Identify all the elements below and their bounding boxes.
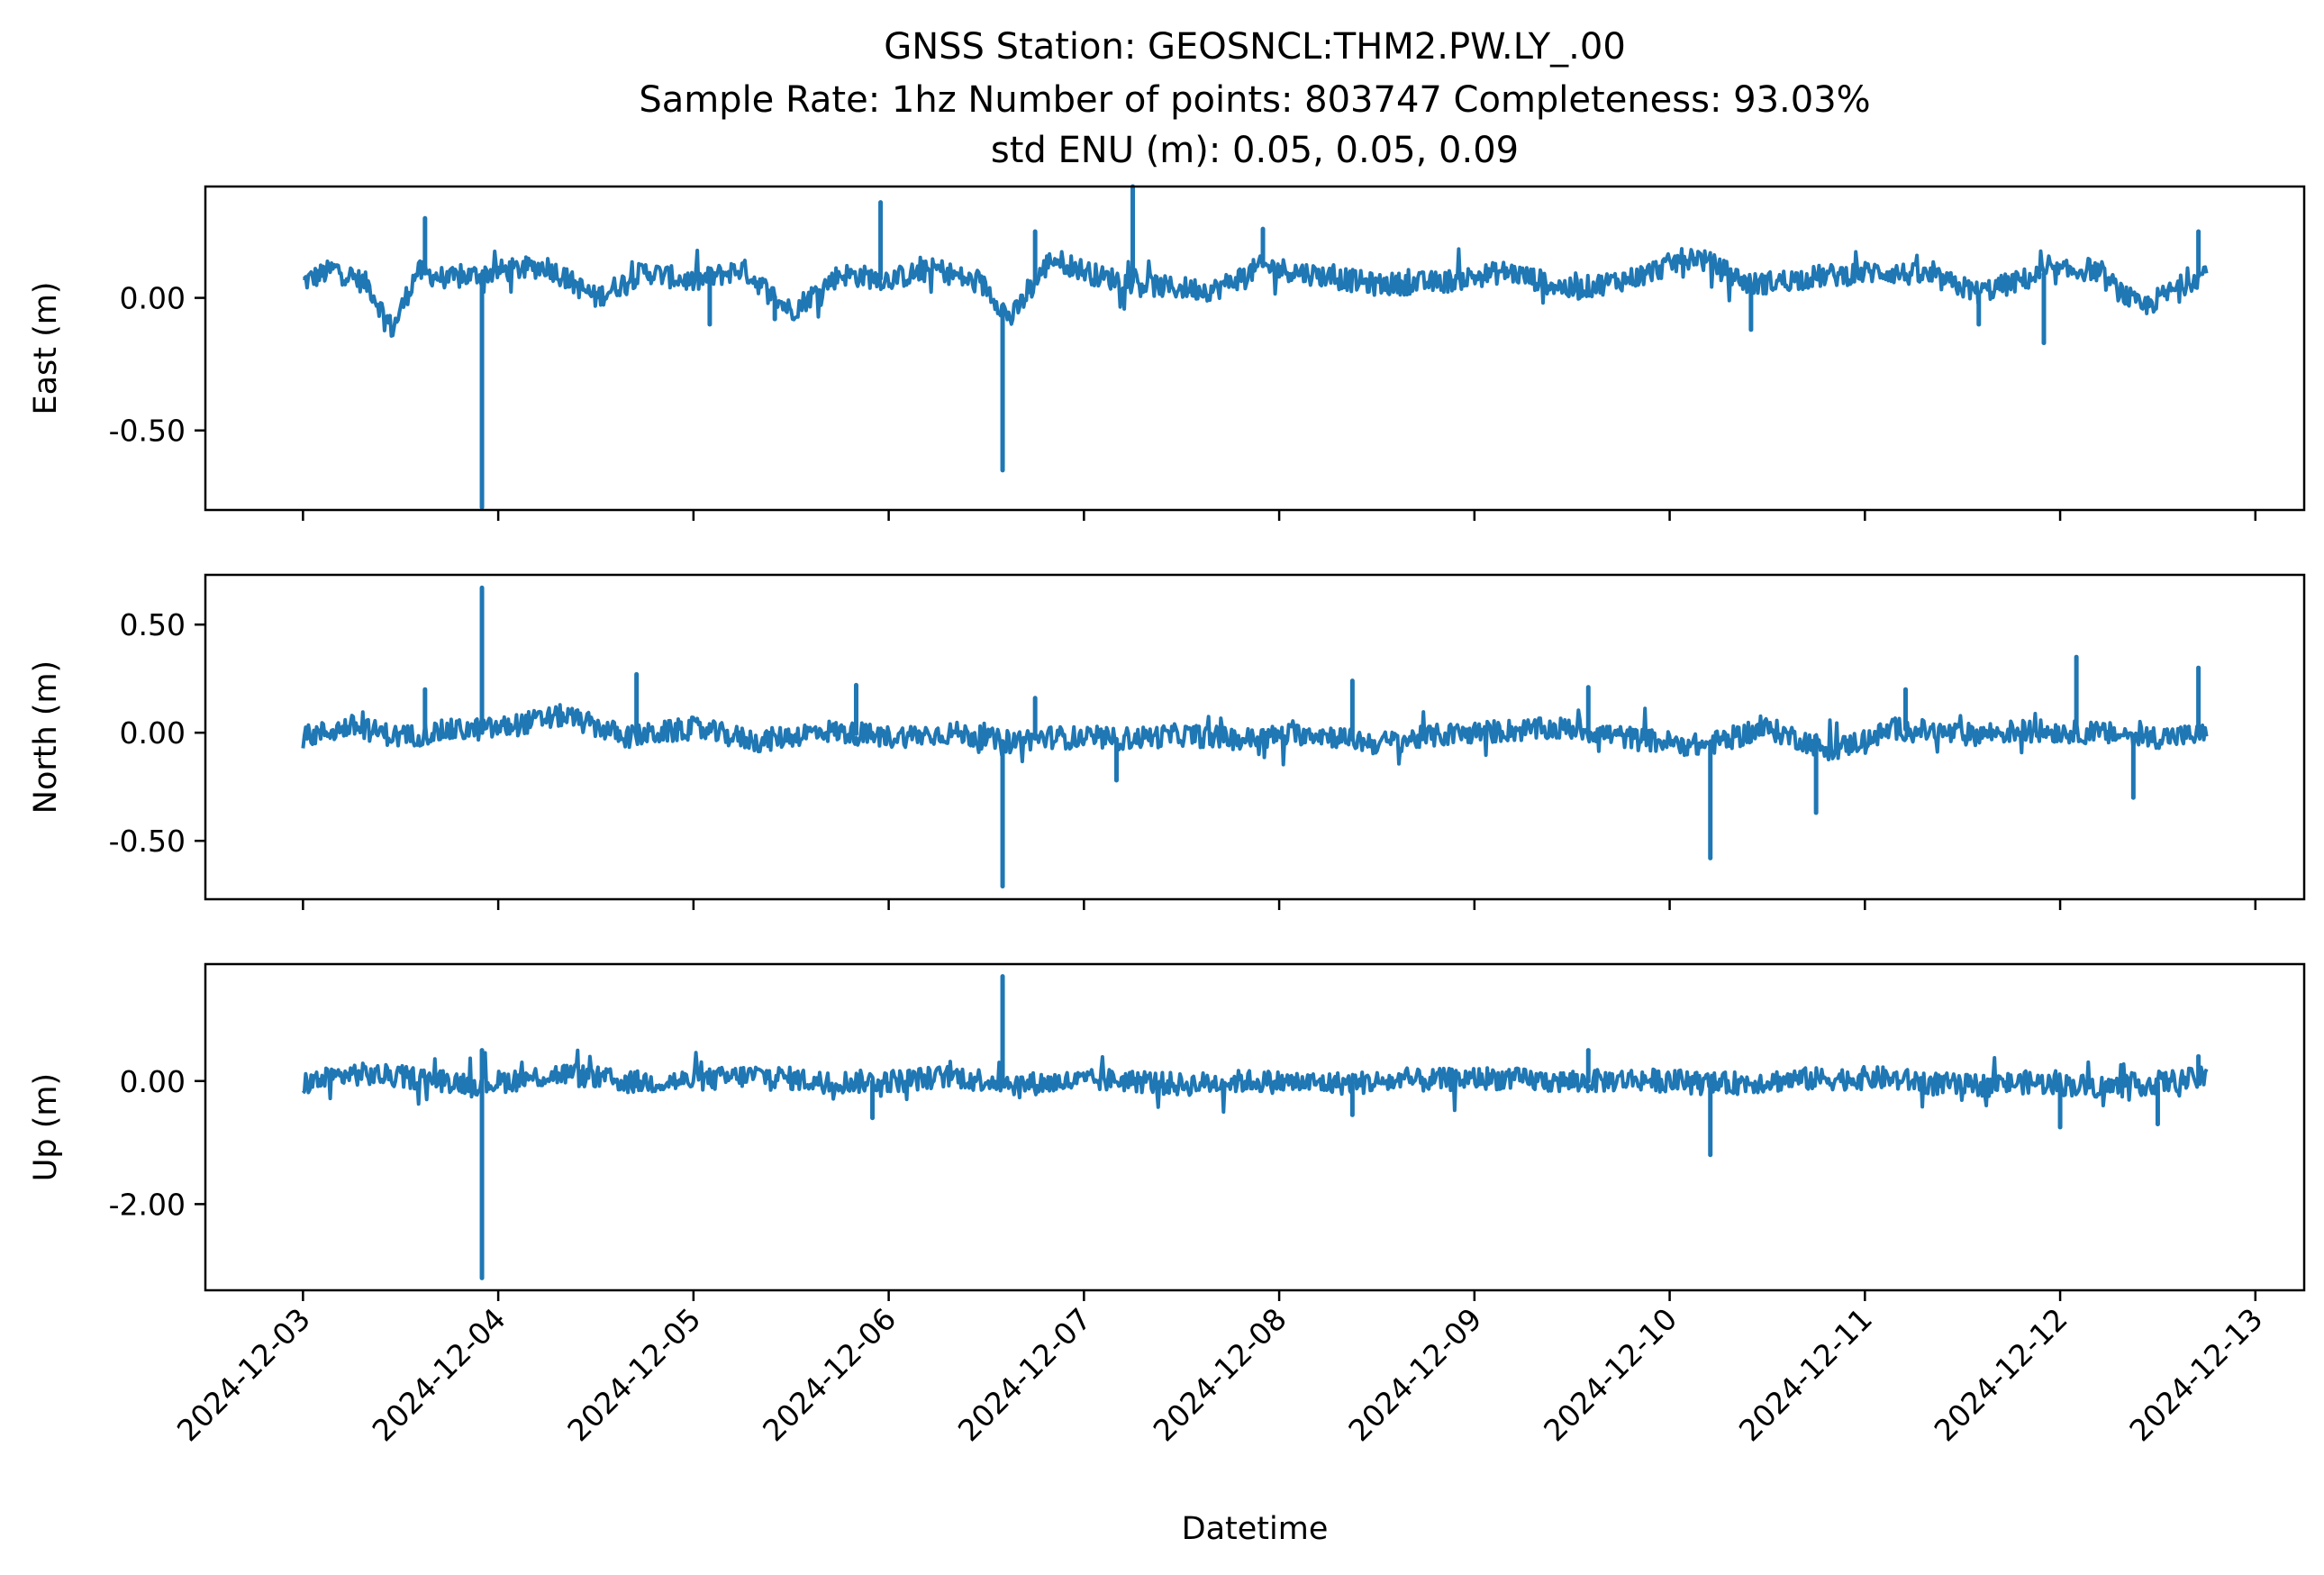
y-tick-label-east-0: 0.00 <box>120 281 186 316</box>
y-tick-label-north-1: 0.00 <box>120 715 186 751</box>
y-axis-label-up: Up (m) <box>28 1073 64 1181</box>
y-tick-label-north-2: -0.50 <box>109 824 186 859</box>
y-tick-label-up-0: 0.00 <box>120 1064 186 1099</box>
series-line-east <box>302 247 2209 338</box>
x-axis-label: Datetime <box>1182 1511 1329 1547</box>
panel-north: 0.50 0.00 -0.50 North (m) <box>28 573 2306 910</box>
y-axis-label-north: North (m) <box>28 660 64 814</box>
axes-frame-up <box>204 962 2306 1292</box>
chart-title-line-1: GNSS Station: GEOSNCL:THM2.PW.LY_.00 <box>884 26 1626 68</box>
series-line-up <box>301 1048 2209 1115</box>
panel-east: 0.00 -0.50 East (m) <box>28 184 2306 521</box>
y-tick-label-up-1: -2.00 <box>109 1187 186 1222</box>
y-tick-label-north-0: 0.50 <box>120 607 186 642</box>
panel-up: 0.00 -2.00 Up (m) <box>28 962 2306 1301</box>
y-tick-label-east-1: -0.50 <box>109 414 186 449</box>
axes-frame-north <box>204 573 2306 901</box>
chart-title-line-2: Sample Rate: 1hz Number of points: 80374… <box>639 79 1870 121</box>
series-line-north <box>301 703 2209 767</box>
y-axis-label-east: East (m) <box>28 281 64 414</box>
chart-title-line-3: std ENU (m): 0.05, 0.05, 0.09 <box>991 130 1519 171</box>
axes-frame-east <box>204 185 2306 512</box>
